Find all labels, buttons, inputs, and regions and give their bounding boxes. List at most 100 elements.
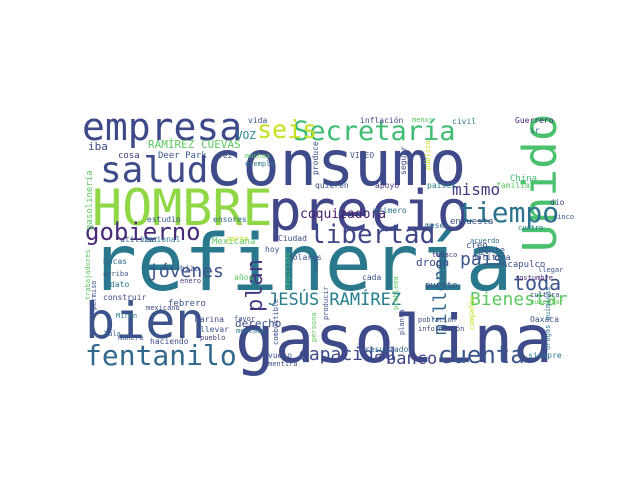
word: utilizar	[120, 235, 159, 244]
word: haciendo	[150, 337, 189, 346]
word: primero	[373, 206, 407, 215]
word: vida	[248, 116, 267, 125]
word: meses	[425, 221, 449, 230]
word: país	[460, 249, 503, 270]
word: dio	[550, 198, 565, 207]
word: produce	[311, 141, 320, 175]
word: plan	[243, 259, 268, 312]
word: febrero	[168, 299, 206, 309]
word: consumo	[205, 127, 466, 200]
word: VOZ	[236, 129, 256, 142]
word: Marina	[195, 315, 224, 324]
word: salud	[100, 150, 208, 191]
word: fentanilo	[85, 339, 237, 372]
word: menos	[412, 116, 433, 124]
word: Oaxaca	[530, 315, 559, 324]
word: años	[234, 273, 253, 282]
word: gasolina	[235, 301, 553, 378]
word: coquizadora	[300, 207, 386, 222]
word: VIDEO	[350, 151, 374, 160]
word: cinco	[553, 213, 574, 221]
word: ejemplo	[245, 160, 275, 168]
word: llevar	[200, 325, 229, 334]
word: familia	[496, 181, 530, 190]
word: dólares	[288, 252, 322, 262]
word: manera	[118, 334, 143, 342]
word: Unido	[513, 114, 567, 252]
word: toda	[513, 271, 561, 295]
word: favor	[234, 315, 255, 323]
word: apoyo	[375, 181, 399, 190]
word: población	[418, 316, 456, 324]
word: tabaco	[432, 251, 457, 259]
word: millones	[430, 248, 451, 335]
word: planta	[398, 310, 406, 335]
word: cultura	[530, 291, 560, 299]
word: cuenta	[438, 341, 525, 369]
word: jóvenes	[148, 261, 224, 282]
word: seguir	[399, 146, 408, 175]
word: trabajadores	[84, 249, 92, 300]
word: parte	[227, 235, 248, 243]
word: estudio	[147, 215, 181, 224]
word: política	[472, 253, 511, 262]
word: persona	[310, 312, 318, 342]
word: derecho	[235, 317, 281, 330]
word: costumbre	[515, 274, 553, 282]
word: arriba	[103, 270, 128, 278]
word: mismo	[452, 180, 500, 199]
word: gobierno	[85, 218, 201, 246]
word: ensores	[213, 215, 247, 224]
word: ir	[530, 126, 540, 135]
word: mexicano	[146, 304, 180, 312]
word: información	[418, 325, 464, 333]
word: vuelo	[268, 351, 292, 360]
word: gasolinería	[85, 170, 95, 230]
word: seguridad	[284, 252, 292, 290]
word: siempre	[528, 351, 562, 360]
word: combustible	[272, 299, 280, 345]
word: quieren	[315, 181, 349, 190]
word: banco	[386, 349, 437, 369]
word: hizo	[180, 264, 199, 273]
word: llegar	[538, 266, 563, 274]
word: mercado	[236, 327, 266, 335]
word: droga	[416, 256, 449, 269]
word: Guerrero	[515, 116, 554, 125]
word: producir	[322, 286, 330, 320]
word: problema	[392, 276, 400, 310]
word: países	[427, 181, 456, 190]
word: iba	[88, 140, 108, 153]
word: precio	[268, 179, 470, 244]
word: encuesta	[450, 217, 493, 227]
word: Ciudad	[278, 234, 307, 243]
word: permiso	[90, 280, 98, 310]
word: aumentar	[530, 298, 564, 306]
word: bien	[85, 292, 205, 350]
word: ocho	[312, 255, 320, 272]
word: público	[424, 140, 432, 170]
word: tiempo	[458, 196, 559, 229]
word: cosa	[118, 151, 140, 161]
word: cada	[362, 273, 381, 282]
word: pueblo	[200, 334, 225, 342]
word: drogas químicas	[544, 287, 552, 350]
word: nacional	[142, 235, 181, 244]
word: hoy	[265, 245, 280, 254]
word: Secretaría	[293, 116, 456, 147]
word: RAMÍREZ CUEVAS	[148, 138, 241, 151]
word: Bienestar	[470, 289, 568, 310]
word: gente	[478, 246, 505, 256]
word: China	[510, 174, 537, 184]
word: puerto	[425, 281, 458, 291]
word: civil	[452, 117, 476, 126]
word: HOMBRE	[92, 179, 273, 237]
word: JESÚS RAMÍREZ	[268, 288, 401, 310]
word: construir	[103, 293, 147, 302]
word: seis	[257, 115, 317, 144]
word: Mexicana	[212, 237, 255, 247]
word: capacidad	[298, 344, 396, 365]
word: refinería	[90, 219, 513, 309]
